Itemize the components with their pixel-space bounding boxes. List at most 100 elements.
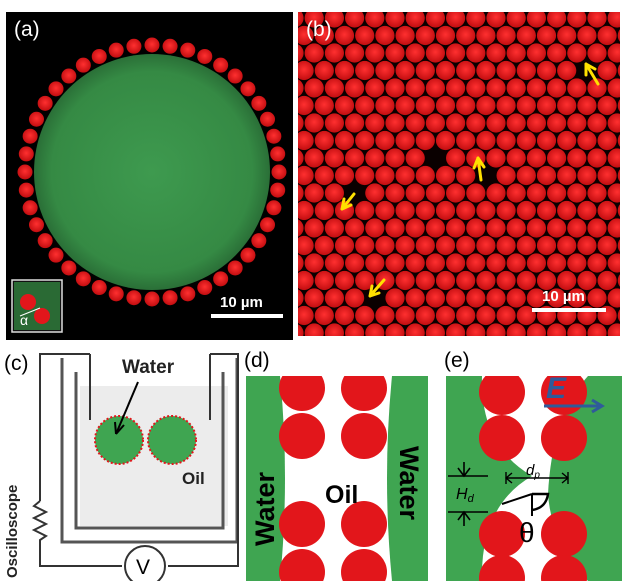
particle [456, 200, 476, 221]
particle [48, 81, 64, 97]
particle [375, 130, 395, 151]
particle [304, 288, 324, 308]
particle [466, 183, 486, 203]
particle [314, 200, 334, 221]
particle [587, 12, 607, 28]
particle [162, 38, 178, 54]
particle [476, 305, 496, 326]
panel-b-scale-bar [532, 308, 606, 312]
particle [355, 200, 375, 221]
particle [260, 217, 276, 233]
particle [456, 60, 476, 81]
particle [587, 253, 607, 273]
particle [415, 165, 435, 186]
panel-a-scale-bar [211, 314, 283, 318]
particle [557, 235, 577, 256]
particle [547, 288, 567, 308]
particle [324, 113, 344, 133]
particle [324, 288, 344, 308]
particle [279, 376, 325, 411]
particle [476, 25, 496, 46]
particle [607, 43, 620, 63]
particle [607, 148, 620, 168]
particle [587, 218, 607, 238]
particle [180, 42, 196, 58]
particle [587, 78, 607, 98]
particle [314, 305, 334, 326]
particle [476, 270, 496, 291]
particle [557, 130, 577, 151]
particle [375, 200, 395, 221]
contact-angle-arc [531, 492, 550, 512]
particle [617, 64, 620, 77]
particle [567, 43, 587, 63]
particle [506, 78, 526, 98]
particle [547, 43, 567, 63]
particle [126, 38, 142, 54]
particle [435, 235, 456, 256]
particle [617, 99, 620, 112]
particle [415, 305, 435, 326]
particle [446, 253, 466, 273]
particle [456, 130, 476, 151]
particle [324, 323, 344, 336]
particle [557, 25, 577, 46]
particle [516, 165, 536, 186]
particle [405, 148, 425, 168]
particle [496, 165, 516, 186]
particle [486, 218, 506, 238]
particle [541, 555, 587, 581]
particle [526, 323, 546, 336]
particle [446, 288, 466, 308]
particle [197, 48, 213, 64]
particle [126, 290, 142, 306]
particle [587, 113, 607, 133]
particle [486, 183, 506, 203]
particle [365, 113, 385, 133]
particle [567, 12, 587, 28]
panel-d-label: (d) [244, 349, 270, 372]
particle [324, 43, 344, 63]
particle [476, 95, 496, 116]
particle [526, 113, 546, 133]
particle [435, 60, 456, 81]
particle [435, 95, 456, 116]
particle [496, 130, 516, 151]
particle [375, 60, 395, 81]
particle [314, 60, 334, 81]
particle [446, 148, 466, 168]
particle [405, 113, 425, 133]
particle [298, 305, 314, 326]
particle [526, 12, 546, 28]
particle [365, 218, 385, 238]
particle [435, 270, 456, 291]
particle [395, 270, 415, 291]
particle [435, 25, 456, 46]
particle [180, 286, 196, 302]
particle [375, 165, 395, 186]
oil-label: Oil [325, 481, 358, 509]
particle [587, 43, 607, 63]
particle [557, 60, 577, 81]
particle [91, 48, 107, 64]
particle [425, 288, 445, 308]
particle [162, 290, 178, 306]
particle [375, 305, 395, 326]
water-label-right: Water [394, 446, 424, 521]
particle [355, 270, 375, 291]
particle [577, 200, 597, 221]
particle [476, 60, 496, 81]
particle [597, 60, 617, 81]
particle [108, 42, 124, 58]
particle [324, 253, 344, 273]
particle [298, 219, 304, 237]
particle [365, 43, 385, 63]
theta-label: θ [519, 517, 535, 548]
particle [365, 323, 385, 336]
particle [446, 218, 466, 238]
particle [266, 128, 282, 144]
particle [607, 78, 620, 98]
particle [251, 233, 267, 249]
particle [466, 113, 486, 133]
panel-c: (c) V Water Oil Oscilloscope [4, 352, 239, 581]
